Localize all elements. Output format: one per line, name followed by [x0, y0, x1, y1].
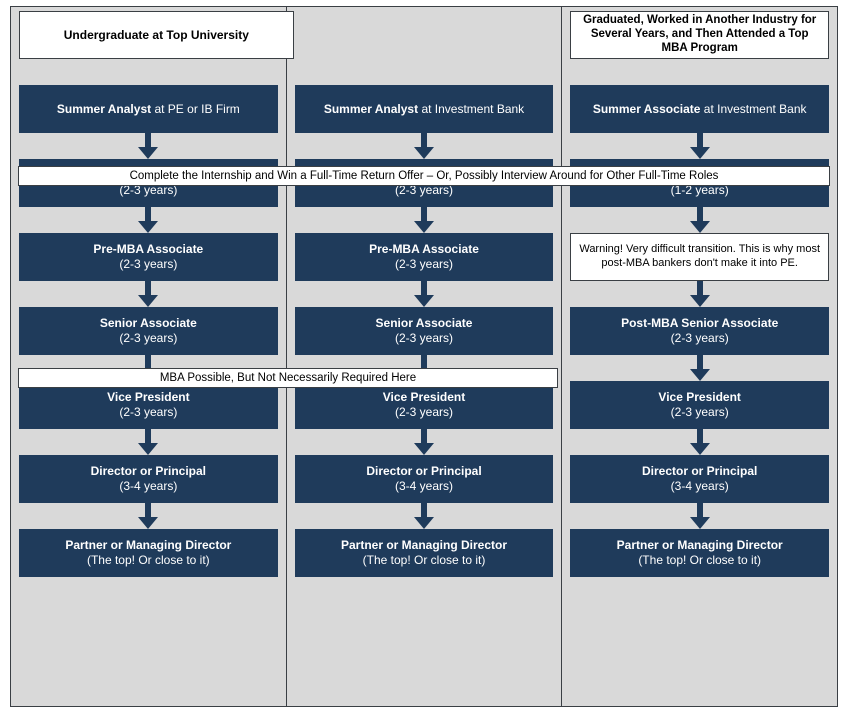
node-post-mba-senior-associate: Post-MBA Senior Associate (2-3 years)	[570, 307, 829, 355]
banner-internship: Complete the Internship and Win a Full-T…	[18, 166, 830, 186]
note-warning: Warning! Very difficult transition. This…	[570, 233, 829, 281]
node-summer-analyst-ib: Summer Analyst at Investment Bank	[295, 85, 554, 133]
sublabel: (The top! Or close to it)	[363, 553, 486, 568]
label: Senior Associate	[100, 316, 197, 331]
arrow	[570, 207, 829, 233]
sublabel: (3-4 years)	[395, 479, 453, 494]
arrow	[19, 281, 278, 307]
label: Summer Analyst	[57, 102, 151, 116]
column-pe-path: Undergraduate at Top University Summer A…	[10, 6, 287, 707]
arrow	[19, 429, 278, 455]
column-ib-path: Summer Analyst at Investment Bank Full-T…	[287, 6, 563, 707]
label: Director or Principal	[91, 464, 206, 479]
label: Vice President	[658, 390, 741, 405]
node-partner-ib: Partner or Managing Director (The top! O…	[295, 529, 554, 577]
arrow	[295, 133, 554, 159]
sublabel: (2-3 years)	[119, 405, 177, 420]
node-summer-associate-ib: Summer Associate at Investment Bank	[570, 85, 829, 133]
node-vice-president-ib: Vice President (2-3 years)	[295, 381, 554, 429]
label-tail: at Investment Bank	[418, 102, 524, 116]
label-tail: at Investment Bank	[700, 102, 806, 116]
header-mba: Graduated, Worked in Another Industry fo…	[570, 11, 829, 59]
label: Partner or Managing Director	[65, 538, 231, 553]
note-warning-text: Warning! Very difficult transition. This…	[579, 243, 820, 271]
sublabel: (2-3 years)	[671, 405, 729, 420]
label-tail: at PE or IB Firm	[151, 102, 240, 116]
banner-mba-possible-text: MBA Possible, But Not Necessarily Requir…	[160, 372, 416, 384]
sublabel: (The top! Or close to it)	[638, 553, 761, 568]
label: Summer Analyst	[324, 102, 418, 116]
banner-mba-possible: MBA Possible, But Not Necessarily Requir…	[18, 368, 558, 388]
node-pre-mba-associate: Pre-MBA Associate (2-3 years)	[19, 233, 278, 281]
label: Summer Associate	[593, 102, 701, 116]
label: Senior Associate	[376, 316, 473, 331]
arrow	[19, 503, 278, 529]
arrow	[570, 281, 829, 307]
flowchart: Undergraduate at Top University Summer A…	[0, 0, 848, 717]
sublabel: (2-3 years)	[395, 331, 453, 346]
sublabel: (2-3 years)	[119, 331, 177, 346]
arrow	[570, 355, 829, 381]
sublabel: (2-3 years)	[395, 257, 453, 272]
label: Director or Principal	[642, 464, 757, 479]
sublabel: (2-3 years)	[671, 331, 729, 346]
sublabel: (2-3 years)	[119, 257, 177, 272]
label: Post-MBA Senior Associate	[621, 316, 778, 331]
label: Partner or Managing Director	[341, 538, 507, 553]
banner-internship-text: Complete the Internship and Win a Full-T…	[130, 170, 719, 182]
node-pre-mba-associate-ib: Pre-MBA Associate (2-3 years)	[295, 233, 554, 281]
node-partner: Partner or Managing Director (The top! O…	[19, 529, 278, 577]
arrow	[19, 133, 278, 159]
node-senior-associate: Senior Associate (2-3 years)	[19, 307, 278, 355]
node-director-ib: Director or Principal (3-4 years)	[295, 455, 554, 503]
arrow	[570, 133, 829, 159]
arrow	[295, 207, 554, 233]
header-undergrad-text: Undergraduate at Top University	[64, 28, 249, 42]
node-partner-mba: Partner or Managing Director (The top! O…	[570, 529, 829, 577]
sublabel: (3-4 years)	[671, 479, 729, 494]
sublabel: (3-4 years)	[119, 479, 177, 494]
header-mba-text: Graduated, Worked in Another Industry fo…	[577, 14, 822, 55]
node-director: Director or Principal (3-4 years)	[19, 455, 278, 503]
node-senior-associate-ib: Senior Associate (2-3 years)	[295, 307, 554, 355]
node-vice-president-mba: Vice President (2-3 years)	[570, 381, 829, 429]
arrow	[570, 429, 829, 455]
node-vice-president: Vice President (2-3 years)	[19, 381, 278, 429]
arrow	[19, 207, 278, 233]
label: Director or Principal	[366, 464, 481, 479]
node-director-mba: Director or Principal (3-4 years)	[570, 455, 829, 503]
sublabel: (The top! Or close to it)	[87, 553, 210, 568]
sublabel: (2-3 years)	[395, 405, 453, 420]
arrow	[295, 503, 554, 529]
label: Pre-MBA Associate	[93, 242, 203, 257]
label: Pre-MBA Associate	[369, 242, 479, 257]
label: Vice President	[383, 390, 466, 405]
column-mba-path: Graduated, Worked in Another Industry fo…	[562, 6, 838, 707]
arrow	[295, 281, 554, 307]
header-undergrad: Undergraduate at Top University	[19, 11, 294, 59]
label: Vice President	[107, 390, 190, 405]
label: Partner or Managing Director	[617, 538, 783, 553]
arrow	[295, 429, 554, 455]
arrow	[570, 503, 829, 529]
node-summer-analyst-pe: Summer Analyst at PE or IB Firm	[19, 85, 278, 133]
